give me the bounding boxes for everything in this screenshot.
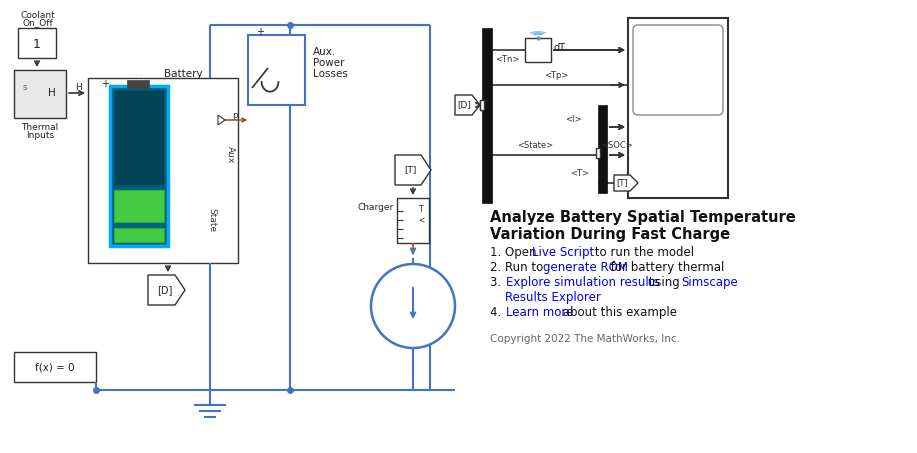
Bar bbox=[248, 35, 305, 105]
Text: Copyright 2022 The MathWorks, Inc.: Copyright 2022 The MathWorks, Inc. bbox=[490, 334, 680, 344]
Text: H: H bbox=[74, 83, 82, 92]
Text: <SOC>: <SOC> bbox=[602, 141, 633, 150]
Text: Live Script: Live Script bbox=[533, 246, 594, 259]
Text: T: T bbox=[419, 204, 424, 213]
Text: +: + bbox=[101, 79, 109, 89]
Bar bbox=[88, 78, 238, 263]
Text: H: H bbox=[48, 88, 56, 98]
Text: Coolant: Coolant bbox=[20, 10, 55, 19]
Text: Thermal: Thermal bbox=[21, 122, 59, 131]
Bar bbox=[14, 352, 96, 382]
Bar bbox=[596, 148, 600, 158]
Bar bbox=[482, 28, 492, 203]
Text: 1. Open: 1. Open bbox=[490, 246, 540, 259]
Text: .: . bbox=[134, 69, 137, 78]
Bar bbox=[114, 228, 164, 242]
Text: [T]: [T] bbox=[403, 165, 416, 174]
Polygon shape bbox=[218, 115, 225, 125]
Text: Aux.: Aux. bbox=[313, 47, 337, 57]
Circle shape bbox=[371, 264, 455, 348]
Text: <I>: <I> bbox=[565, 116, 581, 125]
Text: 4.: 4. bbox=[490, 306, 505, 319]
Text: generate ROM: generate ROM bbox=[543, 261, 628, 274]
Text: [D]: [D] bbox=[457, 101, 471, 110]
Polygon shape bbox=[395, 155, 431, 185]
Text: using: using bbox=[644, 276, 683, 289]
Bar bbox=[114, 190, 164, 222]
Bar bbox=[525, 38, 551, 62]
Text: s: s bbox=[23, 82, 28, 92]
Bar bbox=[397, 198, 429, 243]
Text: [T]: [T] bbox=[616, 178, 628, 188]
Text: On_Off: On_Off bbox=[23, 19, 53, 28]
Bar bbox=[18, 28, 56, 58]
Bar bbox=[14, 70, 66, 118]
Bar bbox=[110, 86, 168, 246]
Text: <Tn>: <Tn> bbox=[495, 56, 519, 64]
Text: 3.: 3. bbox=[490, 276, 505, 289]
Text: dT: dT bbox=[553, 43, 565, 53]
Text: <T>: <T> bbox=[570, 169, 590, 178]
Text: for battery thermal: for battery thermal bbox=[607, 261, 724, 274]
Text: Losses: Losses bbox=[313, 69, 348, 79]
Text: Simscape: Simscape bbox=[680, 276, 737, 289]
Text: Learn more: Learn more bbox=[506, 306, 573, 319]
Polygon shape bbox=[455, 95, 480, 115]
Text: +: + bbox=[256, 27, 264, 37]
Text: Results Explorer: Results Explorer bbox=[505, 291, 601, 304]
Text: Aux: Aux bbox=[226, 146, 235, 164]
Text: Explore simulation results: Explore simulation results bbox=[506, 276, 659, 289]
Text: <: < bbox=[418, 216, 425, 225]
Bar bbox=[114, 90, 164, 185]
Text: Charger: Charger bbox=[358, 203, 394, 212]
Bar bbox=[127, 80, 149, 88]
Text: Analyze Battery Spatial Temperature: Analyze Battery Spatial Temperature bbox=[490, 210, 796, 225]
Text: [D]: [D] bbox=[158, 285, 172, 295]
Bar bbox=[480, 100, 484, 110]
Text: 2. Run to: 2. Run to bbox=[490, 261, 547, 274]
Text: about this example: about this example bbox=[558, 306, 677, 319]
Text: <Tp>: <Tp> bbox=[544, 72, 569, 81]
Text: 1: 1 bbox=[33, 38, 41, 50]
Text: <State>: <State> bbox=[517, 141, 553, 150]
Bar bbox=[598, 105, 607, 193]
FancyBboxPatch shape bbox=[633, 25, 723, 115]
Text: Variation During Fast Charge: Variation During Fast Charge bbox=[490, 227, 730, 242]
Bar bbox=[628, 18, 728, 198]
Text: Inputs: Inputs bbox=[26, 131, 54, 140]
Text: Battery: Battery bbox=[164, 69, 203, 79]
Polygon shape bbox=[148, 275, 185, 305]
Bar bbox=[480, 100, 484, 110]
Text: State: State bbox=[207, 208, 216, 232]
Text: f(x) = 0: f(x) = 0 bbox=[35, 362, 75, 372]
Text: Power: Power bbox=[313, 58, 345, 68]
Text: to run the model: to run the model bbox=[591, 246, 694, 259]
Polygon shape bbox=[614, 175, 638, 191]
Text: p: p bbox=[232, 111, 238, 120]
